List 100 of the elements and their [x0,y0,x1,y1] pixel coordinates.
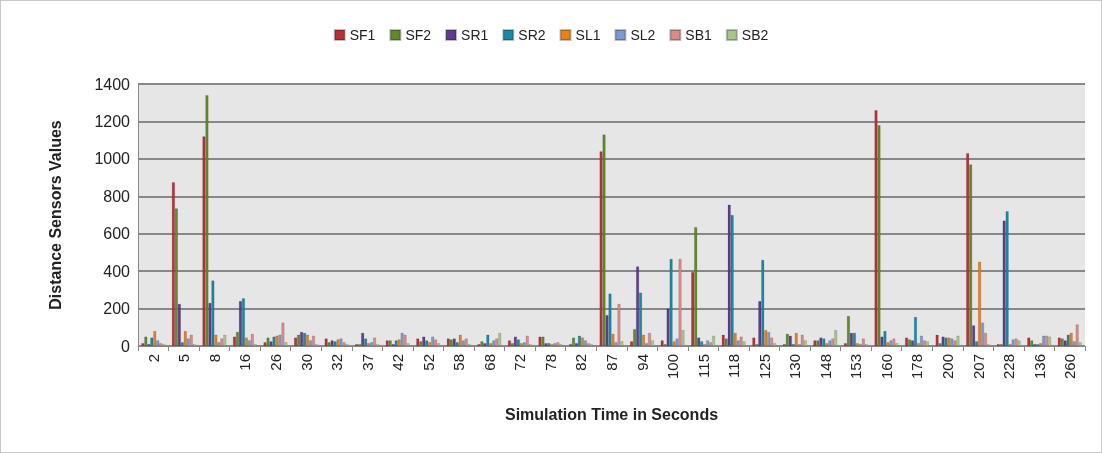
bar [883,331,887,346]
y-tick-label: 800 [103,187,131,205]
bar [874,110,878,346]
bar [266,337,270,346]
legend-label: SR2 [518,27,546,43]
y-tick-label: 200 [103,300,131,318]
x-tick-label: 30 [297,354,315,371]
x-tick-label: 32 [328,354,346,371]
bar [189,334,193,346]
bar [739,336,743,346]
x-tick-label: 228 [1000,354,1018,380]
bar [572,337,575,346]
x-tick-label: 153 [847,354,865,380]
bar [694,227,698,346]
legend-label: SR1 [461,27,489,43]
bar [1075,324,1079,346]
bar [761,259,765,346]
x-axis-title: Simulation Time in Seconds [504,405,719,423]
x-tick-label: 82 [572,354,590,371]
x-tick-label: 5 [175,354,193,363]
bar [966,153,970,346]
bar [324,338,328,346]
bar [458,334,462,346]
bar [794,332,798,346]
x-tick-label: 207 [969,354,987,380]
bar [211,280,215,346]
x-tick-label: 260 [1061,354,1079,380]
bar [678,258,682,346]
x-tick-label: 200 [939,354,957,380]
bar [223,334,227,346]
x-tick-label: 115 [694,354,712,378]
bar [834,330,838,346]
bar [935,334,939,346]
legend-label: SB2 [741,27,769,43]
bar [486,334,490,346]
x-tick-label: 118 [725,354,743,378]
bar [919,335,923,346]
bar [311,335,315,346]
bar [846,316,850,346]
bar [648,332,651,346]
x-tick-label: 94 [633,354,651,371]
x-tick-label: 68 [480,354,498,371]
bar [144,336,148,346]
x-tick-label: 2 [144,354,162,363]
bar [422,336,426,346]
x-tick-label: 148 [816,354,834,380]
x-tick-label: 58 [450,354,468,371]
legend-label: SL2 [630,27,656,43]
x-tick-label: 160 [877,354,895,380]
legend-label: SF2 [405,27,432,43]
bar [220,338,224,346]
x-tick-label: 125 [755,354,773,380]
bar [617,303,621,346]
bar [752,337,756,346]
bar [498,332,502,346]
bar [525,335,529,346]
y-tick-label: 1000 [94,150,131,168]
bar [978,261,982,346]
bar [233,336,236,346]
bar [660,340,664,346]
x-tick-label: 178 [908,354,926,380]
y-tick-label: 1400 [94,75,131,93]
x-tick-label: 26 [266,354,284,371]
x-tick-label: 8 [205,354,223,363]
x-tick-label: 37 [358,354,376,371]
x-tick-label: 52 [419,354,437,371]
bar [205,95,209,346]
bar [602,134,606,346]
bar [437,343,441,346]
x-tick-label: 100 [664,354,682,380]
x-tick-label: 78 [541,354,559,371]
legend-label: SL1 [575,27,601,43]
bar [712,335,716,346]
bar [1005,211,1009,346]
x-tick-label: 87 [603,354,620,371]
bar [861,338,865,346]
bar [721,334,725,346]
legend-label: SB1 [685,27,713,43]
bar [250,333,254,346]
bar [608,293,612,346]
x-tick-label: 42 [389,354,407,371]
bar [727,204,731,346]
y-tick-label: 1200 [94,112,131,130]
bar [636,266,640,346]
y-tick-label: 0 [121,337,131,355]
bar [669,258,673,346]
x-tick-label: 16 [236,354,254,371]
bar [183,331,187,346]
bar [914,316,917,346]
x-tick-label: 72 [511,354,529,371]
y-tick-label: 400 [103,262,131,280]
bar [361,332,365,346]
bar [956,335,960,346]
y-axis-title: Distance Sensors Values [46,120,64,310]
bar [373,337,377,346]
legend-label: SF1 [349,27,376,43]
x-tick-label: 130 [786,354,804,380]
bar [281,322,285,346]
x-tick-label: 136 [1030,354,1048,380]
bar [800,334,804,346]
